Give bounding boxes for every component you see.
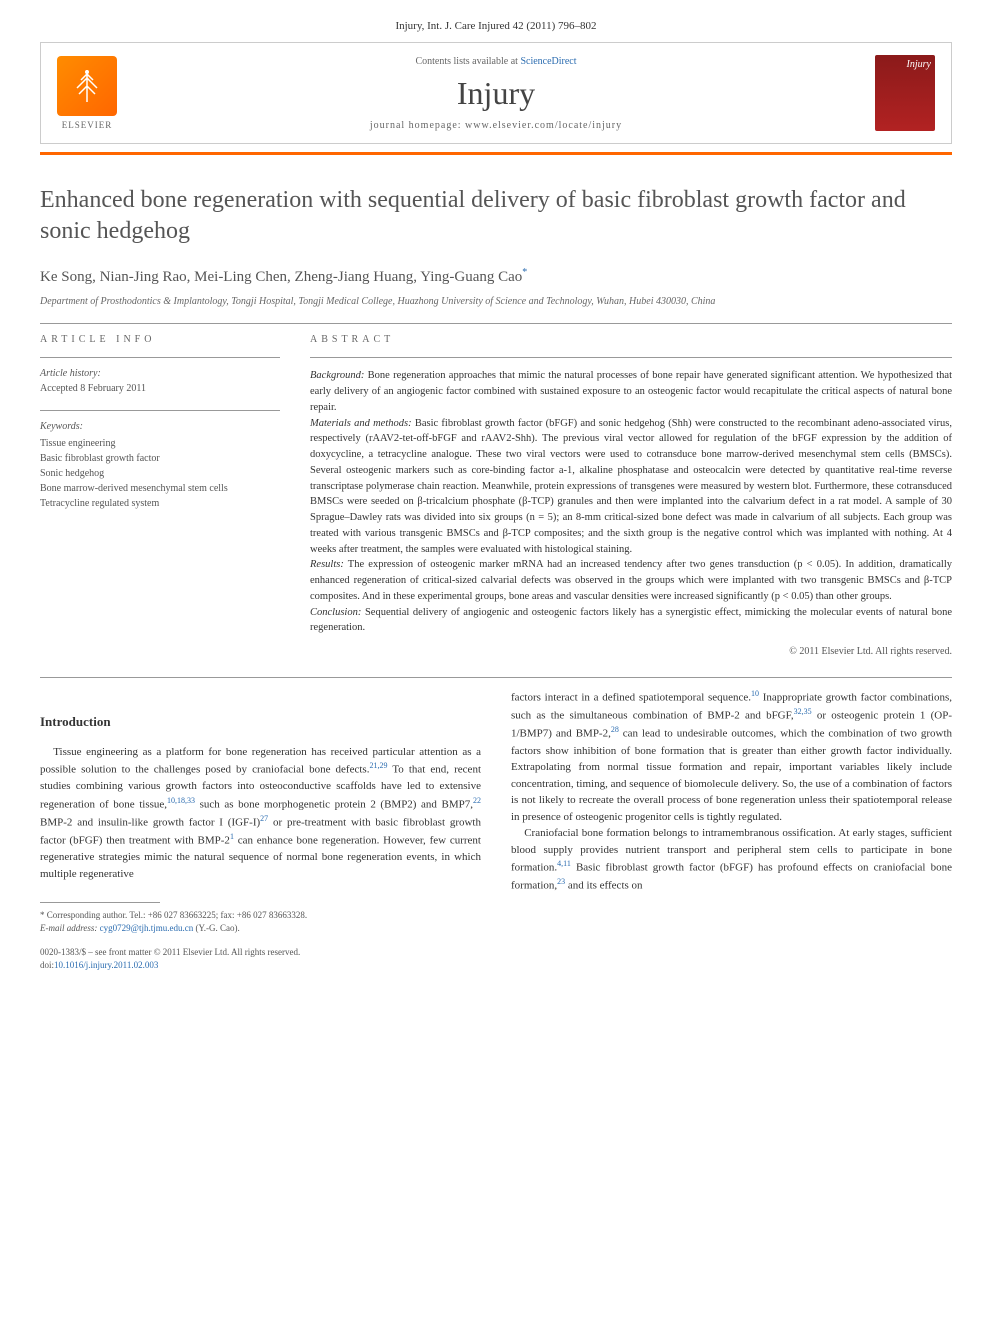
article-title: Enhanced bone regeneration with sequenti…	[40, 185, 952, 247]
intro-text: such as bone morphogenetic protein 2 (BM…	[195, 798, 473, 810]
citation-ref[interactable]: 10,18,33	[167, 796, 195, 805]
abstract-copyright: © 2011 Elsevier Ltd. All rights reserved…	[310, 646, 952, 657]
abstract-body: Background: Bone regeneration approaches…	[310, 368, 952, 636]
publisher-logo-block: ELSEVIER	[57, 56, 117, 130]
page-footer: 0020-1383/$ – see front matter © 2011 El…	[40, 946, 481, 971]
homepage-url: www.elsevier.com/locate/injury	[465, 120, 622, 131]
body-column-right: factors interact in a defined spatiotemp…	[511, 688, 952, 972]
info-abstract-row: ARTICLE INFO Article history: Accepted 8…	[40, 334, 952, 657]
citation-ref[interactable]: 27	[260, 814, 268, 823]
abstract-column: ABSTRACT Background: Bone regeneration a…	[310, 334, 952, 657]
conclusion-text: Sequential delivery of angiogenic and os…	[310, 607, 952, 634]
article-info-column: ARTICLE INFO Article history: Accepted 8…	[40, 334, 280, 657]
citation-ref[interactable]: 23	[557, 877, 565, 886]
citation-ref[interactable]: 21,29	[369, 761, 387, 770]
doi-link[interactable]: 10.1016/j.injury.2011.02.003	[54, 960, 158, 970]
accent-divider	[40, 152, 952, 155]
journal-banner: ELSEVIER Contents lists available at Sci…	[40, 42, 952, 144]
elsevier-tree-icon	[57, 56, 117, 116]
article-history-value: Accepted 8 February 2011	[40, 383, 280, 394]
materials-text: Basic fibroblast growth factor (bFGF) an…	[310, 418, 952, 555]
background-label: Background:	[310, 370, 364, 381]
intro-text: BMP-2 and insulin-like growth factor I (…	[40, 817, 260, 829]
abstract-heading: ABSTRACT	[310, 334, 952, 345]
section-divider	[40, 323, 952, 324]
contents-available-line: Contents lists available at ScienceDirec…	[117, 56, 875, 67]
citation-ref[interactable]: 10	[751, 689, 759, 698]
intro-text: factors interact in a defined spatiotemp…	[511, 692, 751, 704]
doi-label: doi:	[40, 960, 54, 970]
keywords-list: Tissue engineering Basic fibroblast grow…	[40, 436, 280, 511]
intro-paragraph-1: Tissue engineering as a platform for bon…	[40, 744, 481, 883]
intro-paragraph-1-cont: factors interact in a defined spatiotemp…	[511, 688, 952, 825]
abstract-divider	[310, 357, 952, 358]
cover-label: Injury	[907, 59, 931, 70]
info-divider	[40, 357, 280, 358]
author-list: Ke Song, Nian-Jing Rao, Mei-Ling Chen, Z…	[40, 267, 952, 286]
info-divider	[40, 410, 280, 411]
corresponding-contact: * Corresponding author. Tel.: +86 027 83…	[40, 909, 481, 922]
email-label: E-mail address:	[40, 923, 100, 933]
materials-label: Materials and methods:	[310, 418, 412, 429]
banner-center: Contents lists available at ScienceDirec…	[117, 56, 875, 131]
citation-ref[interactable]: 22	[473, 796, 481, 805]
email-suffix: (Y.-G. Cao).	[193, 923, 240, 933]
introduction-heading: Introduction	[40, 712, 481, 732]
footnote-divider	[40, 902, 160, 903]
keywords-label: Keywords:	[40, 421, 280, 432]
conclusion-label: Conclusion:	[310, 607, 361, 618]
background-text: Bone regeneration approaches that mimic …	[310, 370, 952, 413]
body-two-column: Introduction Tissue engineering as a pla…	[40, 688, 952, 972]
intro-text: can lead to undesirable outcomes, which …	[511, 728, 952, 823]
email-link[interactable]: cyg0729@tjh.tjmu.edu.cn	[100, 923, 194, 933]
affiliation: Department of Prosthodontics & Implantol…	[40, 296, 952, 307]
author-names: Ke Song, Nian-Jing Rao, Mei-Ling Chen, Z…	[40, 269, 522, 285]
doi-line: doi:10.1016/j.injury.2011.02.003	[40, 959, 481, 972]
corresponding-author-marker: *	[522, 267, 527, 278]
homepage-prefix: journal homepage:	[370, 120, 465, 131]
intro-paragraph-2: Craniofacial bone formation belongs to i…	[511, 825, 952, 894]
article-info-heading: ARTICLE INFO	[40, 334, 280, 345]
publisher-name: ELSEVIER	[62, 120, 113, 130]
article-history-label: Article history:	[40, 368, 280, 379]
journal-cover-thumbnail: Injury	[875, 55, 935, 131]
sciencedirect-link[interactable]: ScienceDirect	[520, 56, 576, 67]
intro-text: and its effects on	[565, 880, 642, 892]
results-text: The expression of osteogenic marker mRNA…	[310, 559, 952, 602]
contents-prefix: Contents lists available at	[415, 56, 520, 67]
journal-homepage-line: journal homepage: www.elsevier.com/locat…	[117, 120, 875, 131]
citation-ref[interactable]: 32,35	[794, 707, 812, 716]
footer-copyright: 0020-1383/$ – see front matter © 2011 El…	[40, 946, 481, 959]
results-label: Results:	[310, 559, 344, 570]
journal-title: Injury	[117, 75, 875, 112]
journal-citation-header: Injury, Int. J. Care Injured 42 (2011) 7…	[40, 20, 952, 32]
section-divider	[40, 677, 952, 678]
citation-ref[interactable]: 4,11	[557, 859, 571, 868]
corresponding-author-footnote: * Corresponding author. Tel.: +86 027 83…	[40, 909, 481, 934]
body-column-left: Introduction Tissue engineering as a pla…	[40, 688, 481, 972]
citation-ref[interactable]: 28	[611, 725, 619, 734]
email-line: E-mail address: cyg0729@tjh.tjmu.edu.cn …	[40, 922, 481, 935]
